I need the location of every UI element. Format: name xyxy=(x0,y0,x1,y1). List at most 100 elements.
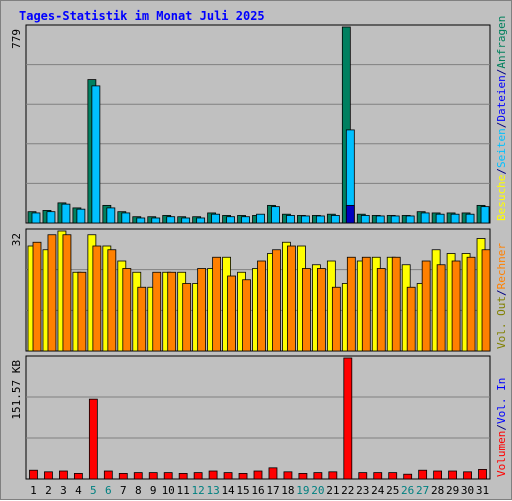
bar-volumen-day-3 xyxy=(59,470,68,480)
x-tick-label-26: 26 xyxy=(401,484,414,497)
bar-rechner-day-18 xyxy=(287,245,296,352)
bar-dateien-day-8 xyxy=(136,217,146,224)
x-tick-label-9: 9 xyxy=(150,484,157,497)
bar-volumen-day-15 xyxy=(238,473,248,480)
legend-entry: / xyxy=(495,69,508,76)
bar-rechner-day-31 xyxy=(481,249,491,352)
panel-top-frame xyxy=(25,24,491,224)
x-tick-label-17: 17 xyxy=(266,484,279,497)
bar-dateien-day-26 xyxy=(405,215,415,224)
bar-dateien-day-24 xyxy=(375,215,385,224)
bar-dateien-day-21 xyxy=(330,215,340,224)
bar-volumen-day-7 xyxy=(118,473,128,480)
bar-rechner-day-17 xyxy=(272,249,281,352)
bar-volumen-day-28 xyxy=(433,470,443,480)
bar-volumen-day-31 xyxy=(478,469,487,480)
bar-dateien-day-4 xyxy=(76,208,86,224)
bar-rechner-day-6 xyxy=(107,249,117,352)
bar-rechner-day-8 xyxy=(137,286,147,352)
bar-rechner-day-3 xyxy=(62,234,72,352)
x-tick-label-5: 5 xyxy=(90,484,97,497)
bar-rechner-day-7 xyxy=(122,268,132,352)
bar-volumen-day-27 xyxy=(418,469,428,480)
bar-rechner-day-1 xyxy=(32,241,42,352)
legend-entry: / xyxy=(495,168,508,175)
bar-dateien-day-1 xyxy=(31,212,41,224)
bar-volumen-day-11 xyxy=(178,473,188,480)
bar-dateien-day-18 xyxy=(286,215,295,224)
bar-volumen-day-4 xyxy=(73,473,83,480)
chart-title: Tages-Statistik im Monat Juli 2025 xyxy=(19,9,265,23)
x-tick-label-16: 16 xyxy=(251,484,264,497)
legend-entry: Vol. In xyxy=(495,378,508,424)
x-tick-label-21: 21 xyxy=(326,484,339,497)
x-tick-label-19: 19 xyxy=(296,484,309,497)
bar-rechner-day-20 xyxy=(316,268,326,352)
x-tick-label-29: 29 xyxy=(446,484,459,497)
bar-volumen-day-8 xyxy=(133,472,143,480)
x-tick-label-20: 20 xyxy=(311,484,324,497)
bar-volumen-day-9 xyxy=(148,472,158,480)
x-tick-label-3: 3 xyxy=(60,484,67,497)
bar-rechner-day-22 xyxy=(346,256,356,352)
panel-top-ymax-label: 779 xyxy=(10,29,23,49)
x-tick-label-14: 14 xyxy=(221,484,235,497)
panel-bottom-frame xyxy=(25,355,491,480)
bar-volumen-day-20 xyxy=(313,472,323,480)
bar-volumen-day-22 xyxy=(343,357,353,480)
bar-rechner-day-30 xyxy=(466,256,476,352)
bar-volumen-day-12 xyxy=(193,472,203,480)
bar-volumen-day-1 xyxy=(29,469,38,480)
bar-volumen-day-21 xyxy=(328,471,338,480)
x-tick-label-13: 13 xyxy=(206,484,219,497)
x-tick-label-11: 11 xyxy=(177,484,190,497)
bar-rechner-day-16 xyxy=(257,260,266,352)
bar-rechner-day-5 xyxy=(92,245,102,352)
bar-dateien-day-5 xyxy=(91,85,101,224)
x-tick-label-22: 22 xyxy=(341,484,354,497)
bar-dateien-day-2 xyxy=(46,211,56,224)
bar-dateien-day-29 xyxy=(450,213,460,224)
bar-volumen-day-2 xyxy=(44,471,53,480)
bar-volumen-day-30 xyxy=(463,471,472,480)
bar-dateien-day-25 xyxy=(390,215,400,224)
bar-dateien-day-23 xyxy=(360,215,370,224)
legend-entry: Seiten xyxy=(495,128,508,168)
x-tick-label-4: 4 xyxy=(75,484,82,497)
bar-dateien-day-12 xyxy=(196,217,206,224)
legend-entry: / xyxy=(495,424,508,431)
x-tick-label-2: 2 xyxy=(45,484,52,497)
bar-rechner-day-21 xyxy=(331,286,341,352)
legend-entry: / xyxy=(495,122,508,129)
bar-rechner-day-13 xyxy=(212,256,222,352)
bar-volumen-day-6 xyxy=(103,470,113,480)
bar-volumen-day-10 xyxy=(163,472,173,480)
bar-dateien-day-10 xyxy=(166,216,176,224)
x-tick-label-1: 1 xyxy=(30,484,37,497)
legend-entry: Volumen xyxy=(495,431,508,477)
legend-entry: Rechner xyxy=(495,243,508,290)
x-tick-label-23: 23 xyxy=(356,484,369,497)
x-tick-label-10: 10 xyxy=(162,484,175,497)
panel-bottom-legend: Volumen/Vol. In xyxy=(495,378,508,477)
bar-rechner-day-24 xyxy=(376,268,386,352)
legend-entry: Vol. Out xyxy=(495,296,508,349)
bar-dateien-day-16 xyxy=(256,213,265,224)
x-tick-label-31: 31 xyxy=(476,484,489,497)
panel-bottom-ymax-label: 151.57 KB xyxy=(10,360,23,420)
bar-volumen-day-19 xyxy=(298,473,308,480)
bar-rechner-day-11 xyxy=(182,283,192,352)
bar-rechner-day-14 xyxy=(227,275,236,352)
bar-dateien-day-14 xyxy=(226,216,235,224)
bar-dateien-day-28 xyxy=(435,213,445,224)
bar-volumen-day-25 xyxy=(388,472,398,480)
bar-volumen-day-18 xyxy=(283,471,293,480)
x-tick-label-28: 28 xyxy=(431,484,444,497)
bar-rechner-day-29 xyxy=(451,260,461,352)
x-tick-label-15: 15 xyxy=(236,484,249,497)
panel-top-legend: Besuche/Seiten/Dateien/Anfragen xyxy=(495,16,508,221)
legend-entry: Anfragen xyxy=(495,16,508,69)
bar-rechner-day-23 xyxy=(361,256,371,352)
bar-volumen-day-16 xyxy=(253,470,263,480)
